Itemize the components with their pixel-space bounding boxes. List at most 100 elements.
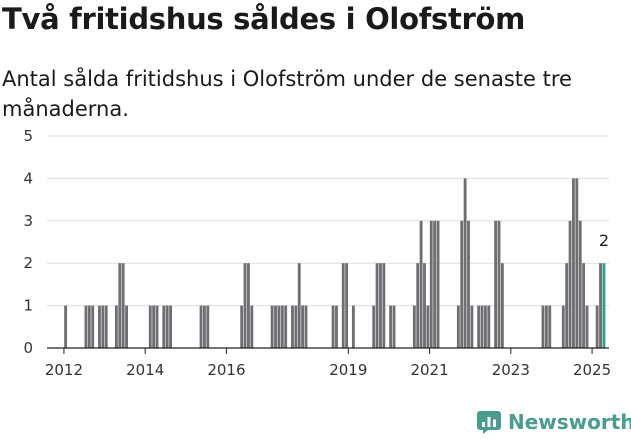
x-tick-label: 2014 (126, 361, 164, 379)
bar (274, 305, 277, 348)
x-tick-label: 2019 (329, 361, 367, 379)
bar (599, 263, 602, 348)
bar (118, 263, 122, 348)
bar (335, 305, 338, 348)
gridlines (47, 135, 609, 307)
bar (389, 305, 393, 348)
bar (494, 220, 498, 348)
bar (206, 305, 210, 348)
bar (578, 220, 582, 348)
bar (351, 305, 355, 348)
bar (294, 305, 298, 348)
x-tick-label: 2016 (207, 361, 245, 379)
bar (243, 263, 247, 348)
bar (470, 305, 474, 348)
bar (426, 305, 430, 348)
bar (331, 305, 335, 348)
bar (247, 263, 250, 348)
bar (436, 220, 440, 348)
bar (460, 220, 464, 348)
bar (98, 305, 101, 348)
y-tick-label: 5 (23, 127, 33, 145)
bar (148, 305, 152, 348)
bar (84, 305, 88, 348)
bar (585, 305, 589, 348)
bar (270, 305, 274, 348)
bar (155, 305, 159, 348)
bar (87, 305, 91, 348)
bar (484, 305, 487, 348)
bar (250, 305, 254, 348)
x-tick-label: 2025 (573, 361, 611, 379)
y-tick-label: 4 (23, 169, 33, 187)
bar (125, 305, 128, 348)
chart-title: Två fritidshus såldes i Olofström (2, 2, 526, 36)
bar (544, 305, 548, 348)
bar (575, 178, 579, 348)
brand-name: Newsworthy (508, 410, 631, 434)
bars (64, 178, 606, 348)
bar (595, 305, 599, 348)
bar (101, 305, 105, 348)
bar (372, 305, 376, 348)
bar (500, 263, 504, 348)
bar (114, 305, 118, 348)
newsworthy-logo: Newsworthy (476, 406, 631, 438)
x-tick-label: 2012 (45, 361, 83, 379)
bar (416, 263, 420, 348)
bar (561, 305, 565, 348)
bar (304, 305, 308, 348)
bar (121, 263, 125, 348)
bar (341, 263, 345, 348)
bar (429, 220, 433, 348)
bar (467, 220, 470, 348)
bar (480, 305, 484, 348)
bar (375, 263, 379, 348)
bar (477, 305, 481, 348)
bar (463, 178, 467, 348)
bar (291, 305, 294, 348)
bar (199, 305, 203, 348)
bar (165, 305, 169, 348)
bar-highlight (602, 263, 606, 348)
bar (541, 305, 545, 348)
bar (240, 305, 244, 348)
y-tick-label: 1 (23, 297, 33, 315)
bar (497, 220, 501, 348)
bar (568, 220, 572, 348)
bar (487, 305, 491, 348)
bar (572, 178, 575, 348)
bar (203, 305, 206, 348)
bar (64, 305, 68, 348)
bar (91, 305, 95, 348)
bar (277, 305, 281, 348)
bar (382, 263, 386, 348)
x-tick-label: 2021 (410, 361, 448, 379)
y-tick-label: 0 (23, 339, 33, 357)
bar (284, 305, 288, 348)
chart-subtitle: Antal sålda fritidshus i Olofström under… (2, 67, 572, 121)
y-axis-tick-labels: 0 1 2 3 4 5 (23, 127, 33, 357)
bar (392, 305, 396, 348)
bar (456, 305, 460, 348)
bar (169, 305, 172, 348)
latest-value-label: 2 (599, 231, 609, 250)
y-tick-label: 2 (23, 254, 33, 272)
y-tick-label: 3 (23, 212, 33, 230)
bar (345, 263, 349, 348)
bar (423, 263, 426, 348)
bar (379, 263, 382, 348)
bar (297, 263, 301, 348)
newsworthy-logo-icon (477, 411, 501, 434)
bar (412, 305, 416, 348)
bar (104, 305, 108, 348)
bar (280, 305, 284, 348)
bar (152, 305, 156, 348)
bar (433, 220, 437, 348)
bar (548, 305, 552, 348)
x-tick-label: 2023 (492, 361, 530, 379)
bar (565, 263, 569, 348)
bar (582, 263, 586, 348)
bar (419, 220, 423, 348)
